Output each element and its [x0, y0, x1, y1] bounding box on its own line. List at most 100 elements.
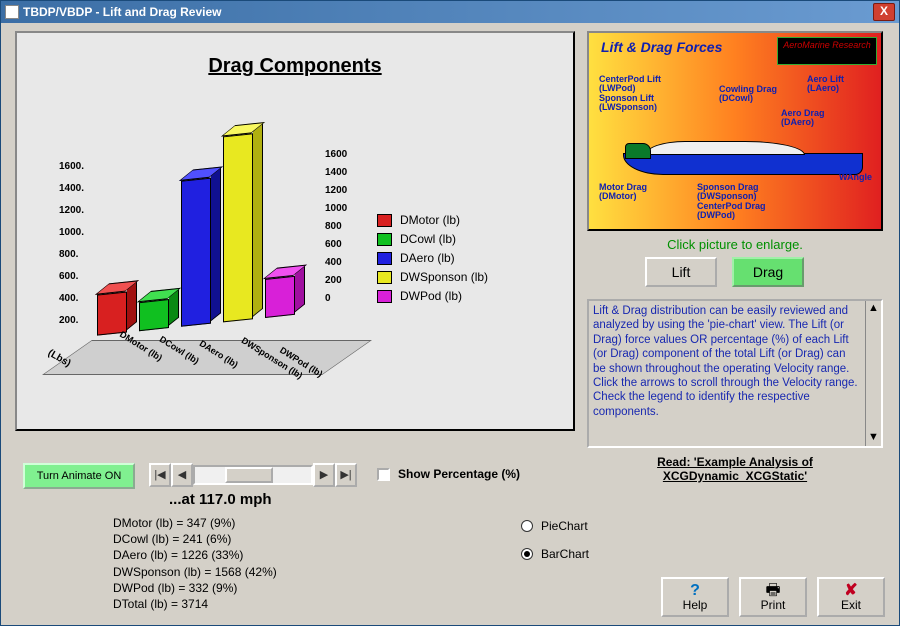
readout-line: DAero (lb) = 1226 (33%): [113, 547, 277, 563]
description-text: Lift & Drag distribution can be easily r…: [589, 301, 865, 446]
animate-button[interactable]: Turn Animate ON: [23, 463, 135, 489]
label-cowling: Cowling Drag (DCowl): [719, 85, 777, 104]
help-label: Help: [683, 599, 708, 612]
chart-panel: Drag Components 200. 400. 600. 800. 1000. 120…: [15, 31, 575, 431]
chart-type-label: BarChart: [541, 547, 589, 561]
y-tick: 800.: [59, 249, 78, 260]
scroll-thumb[interactable]: [225, 467, 273, 483]
legend-label: DCowl (lb): [400, 232, 456, 246]
label-aerodrag: Aero Drag (DAero): [781, 109, 825, 128]
print-label: Print: [761, 599, 786, 612]
y-tick: 1000.: [59, 227, 84, 238]
y-tick-right: 800: [325, 221, 342, 232]
y-tick-right: 200: [325, 275, 342, 286]
exit-icon: ✘: [844, 582, 857, 600]
scroll-up-icon[interactable]: ▲: [866, 301, 881, 317]
y-tick: 400.: [59, 293, 78, 304]
legend-item: DAero (lb): [377, 251, 488, 265]
scroll-down-icon[interactable]: ▼: [866, 430, 881, 446]
boat-graphic: [623, 129, 863, 175]
legend-label: DAero (lb): [400, 251, 455, 265]
print-icon: 🖶: [765, 582, 780, 600]
readout-line: DWSponson (lb) = 1568 (42%): [113, 564, 277, 580]
readout-line: DWPod (lb) = 332 (9%): [113, 580, 277, 596]
y-tick: 1200.: [59, 205, 84, 216]
description-box: Lift & Drag distribution can be easily r…: [587, 299, 883, 448]
legend-item: DWPod (lb): [377, 289, 488, 303]
y-tick-right: 0: [325, 293, 331, 304]
exit-button[interactable]: ✘ Exit: [817, 577, 885, 617]
brand-badge: AeroMarine Research: [777, 37, 877, 65]
y-tick: 200.: [59, 315, 78, 326]
help-button[interactable]: ? Help: [661, 577, 729, 617]
y-tick-right: 600: [325, 239, 342, 250]
show-percentage: Show Percentage (%): [377, 467, 520, 481]
legend-swatch: [377, 271, 392, 284]
lift-button[interactable]: Lift: [645, 257, 717, 287]
y-tick: 600.: [59, 271, 78, 282]
y-tick: 1400.: [59, 183, 84, 194]
titlebar: TBDP/VBDP - Lift and Drag Review X: [1, 1, 899, 23]
y-tick: 1600.: [59, 161, 84, 172]
scroll-next-icon[interactable]: ▶: [313, 463, 335, 487]
speed-label: ...at 117.0 mph: [169, 491, 272, 508]
app-window: TBDP/VBDP - Lift and Drag Review X Drag …: [0, 0, 900, 626]
read-link[interactable]: Read: 'Example Analysis of XCGDynamic_XC…: [587, 455, 883, 483]
show-percentage-checkbox[interactable]: [377, 468, 390, 481]
click-enlarge-hint: Click picture to enlarge.: [587, 237, 883, 252]
scroll-track[interactable]: [193, 465, 313, 485]
window-title: TBDP/VBDP - Lift and Drag Review: [23, 5, 873, 19]
client-area: Drag Components 200. 400. 600. 800. 1000. 120…: [1, 23, 899, 625]
chart-body: 200. 400. 600. 800. 1000. 1200. 1400. 1600. 0 200…: [57, 123, 537, 403]
legend: DMotor (lb) DCowl (lb) DAero (lb) DWSponson…: [377, 213, 488, 308]
radio-icon[interactable]: [521, 520, 533, 532]
drag-button[interactable]: Drag: [732, 257, 804, 287]
bar: [265, 275, 295, 318]
readout-line: DTotal (lb) = 3714: [113, 596, 277, 612]
show-percentage-label: Show Percentage (%): [398, 467, 520, 481]
label-centerpod: CenterPod Lift (LWPod) Sponson Lift (LWS…: [599, 75, 661, 113]
exit-label: Exit: [841, 599, 861, 612]
legend-label: DMotor (lb): [400, 213, 460, 227]
legend-swatch: [377, 252, 392, 265]
scroll-prev-icon[interactable]: ◀: [171, 463, 193, 487]
chart-type-option[interactable]: PieChart: [521, 519, 589, 533]
scroll-last-icon[interactable]: ▶|: [335, 463, 357, 487]
close-button[interactable]: X: [873, 3, 895, 21]
print-button[interactable]: 🖶 Print: [739, 577, 807, 617]
description-scrollbar[interactable]: ▲ ▼: [865, 301, 881, 446]
y-tick-right: 1600: [325, 149, 347, 160]
chart-type-group: PieChart BarChart: [521, 519, 589, 575]
y-tick-right: 1000: [325, 203, 347, 214]
label-motor: Motor Drag (DMotor): [599, 183, 647, 202]
chart-type-option[interactable]: BarChart: [521, 547, 589, 561]
legend-label: DWSponson (lb): [400, 270, 488, 284]
chart-type-label: PieChart: [541, 519, 588, 533]
label-sponson: Sponson Drag (DWSponson) CenterPod Drag …: [697, 183, 766, 221]
readout-block: DMotor (lb) = 347 (9%)DCowl (lb) = 241 (…: [113, 515, 277, 612]
boat-deck: [645, 141, 805, 155]
y-tick-right: 1400: [325, 167, 347, 178]
bar: [181, 178, 211, 327]
readout-line: DCowl (lb) = 241 (6%): [113, 531, 277, 547]
legend-swatch: [377, 214, 392, 227]
legend-item: DCowl (lb): [377, 232, 488, 246]
lift-drag-buttons: Lift Drag: [639, 257, 810, 287]
y-tick-right: 1200: [325, 185, 347, 196]
chart-title: Drag Components: [17, 55, 573, 78]
label-aerolift: Aero Lift (LAero): [807, 75, 844, 94]
velocity-scroller: |◀ ◀ ▶ ▶|: [149, 463, 357, 487]
bar: [139, 299, 169, 331]
y-tick-right: 400: [325, 257, 342, 268]
readout-line: DMotor (lb) = 347 (9%): [113, 515, 277, 531]
boat-pod: [625, 143, 651, 159]
legend-label: DWPod (lb): [400, 289, 462, 303]
diagram-panel[interactable]: Lift & Drag Forces AeroMarine Research C…: [587, 31, 883, 231]
legend-item: DWSponson (lb): [377, 270, 488, 284]
radio-icon[interactable]: [521, 548, 533, 560]
bar: [223, 133, 253, 322]
boat-hull: [623, 153, 863, 175]
scroll-first-icon[interactable]: |◀: [149, 463, 171, 487]
app-icon: [5, 5, 19, 19]
legend-swatch: [377, 290, 392, 303]
